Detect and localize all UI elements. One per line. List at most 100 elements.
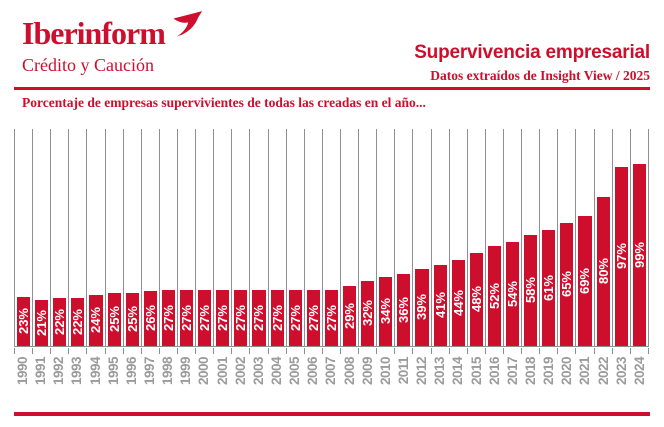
- year-cell: 1992: [50, 357, 68, 403]
- bar-value-label: 27%: [215, 304, 231, 332]
- bar-2021: 69%: [577, 216, 593, 346]
- bar-column-1990: 23%: [14, 129, 32, 346]
- x-axis-label-2008: 2008: [341, 357, 357, 386]
- bar-2024: 99%: [631, 164, 647, 346]
- bar-value-label: 27%: [160, 304, 176, 332]
- bar-2012: 39%: [414, 269, 429, 346]
- year-cell: 1993: [68, 357, 86, 403]
- bar-1998: 27%: [160, 290, 176, 346]
- x-axis-label-1992: 1992: [51, 357, 67, 386]
- x-axis-label-2009: 2009: [359, 357, 375, 386]
- year-cell: 1990: [14, 357, 32, 403]
- bar-value-label: 27%: [197, 304, 213, 332]
- year-cell: 2013: [431, 357, 449, 403]
- year-cell: 2004: [268, 357, 286, 403]
- x-axis-label-2024: 2024: [631, 357, 647, 386]
- logo-wordmark: Iberinform: [22, 15, 166, 51]
- axis-tick: [249, 348, 267, 354]
- year-cell: 2005: [286, 357, 304, 403]
- bar-2017: 54%: [505, 242, 520, 346]
- axis-tick: [539, 348, 557, 354]
- logo-tagline: Crédito y Caución: [22, 54, 154, 75]
- bar-value-label: 80%: [595, 258, 611, 285]
- bar-2000: 27%: [197, 290, 213, 346]
- x-axis-label-2011: 2011: [396, 357, 412, 385]
- x-axis-label-2023: 2023: [613, 357, 629, 386]
- axis-tick: [430, 348, 449, 354]
- bottom-divider: [14, 412, 650, 416]
- bar-value-label: 27%: [179, 304, 195, 332]
- bar-1993: 22%: [70, 298, 85, 346]
- bar-2002: 27%: [233, 290, 249, 346]
- axis-tick: [303, 348, 322, 354]
- bar-2015: 48%: [469, 253, 484, 346]
- x-axis-label-2022: 2022: [595, 357, 611, 386]
- x-axis-label-2010: 2010: [377, 357, 393, 386]
- axis-tick: [376, 348, 394, 354]
- bar-value-label: 22%: [52, 308, 68, 336]
- bar-1995: 25%: [107, 293, 122, 346]
- bar-2004: 27%: [269, 290, 285, 346]
- bar-column-1997: 26%: [140, 129, 159, 346]
- x-axis-label-1997: 1997: [142, 357, 158, 386]
- bar-column-2000: 27%: [195, 129, 213, 346]
- bar-value-label: 27%: [233, 304, 249, 332]
- bar-column-2007: 27%: [321, 129, 340, 346]
- bar-column-1991: 21%: [32, 129, 50, 346]
- report-title: Supervivencia empresarial: [414, 42, 650, 63]
- axis-tick: [86, 348, 104, 354]
- bar-column-2016: 52%: [484, 129, 503, 346]
- axis-tick: [394, 348, 412, 354]
- year-cell: 2000: [195, 357, 213, 403]
- bar-value-label: 27%: [287, 304, 303, 332]
- bar-column-2021: 69%: [575, 129, 593, 346]
- axis-tick: [557, 348, 575, 354]
- bar-column-2014: 44%: [448, 129, 467, 346]
- bar-2018: 58%: [523, 235, 538, 346]
- bar-2003: 27%: [251, 290, 266, 346]
- year-cell: 2016: [486, 357, 504, 403]
- bar-2014: 44%: [450, 260, 466, 346]
- axis-tick: [339, 348, 358, 354]
- axis-tick: [140, 348, 159, 354]
- year-cell: 2011: [395, 357, 413, 403]
- axis-tick: [502, 348, 521, 354]
- axis-tick: [466, 348, 485, 354]
- axis-tick: [231, 348, 249, 354]
- bar-value-label: 69%: [577, 267, 593, 295]
- bar-value-label: 52%: [486, 282, 502, 310]
- year-cell: 2003: [250, 357, 268, 403]
- year-cell: 2021: [576, 357, 594, 403]
- bar-value-label: 99%: [631, 241, 647, 269]
- x-axis-label-2017: 2017: [504, 357, 520, 386]
- bar-value-label: 44%: [450, 289, 466, 317]
- axis-tick: [176, 348, 195, 354]
- bar-column-2001: 27%: [213, 129, 231, 346]
- bar-value-label: 61%: [541, 274, 557, 302]
- year-cell: 2001: [214, 357, 232, 403]
- bar-column-2004: 27%: [267, 129, 286, 346]
- bar-2006: 27%: [306, 290, 321, 346]
- x-axis-label-1998: 1998: [160, 357, 176, 386]
- x-axis-label-2018: 2018: [523, 357, 538, 386]
- year-cell: 2007: [322, 357, 340, 403]
- axis-tick: [50, 348, 68, 354]
- bar-2005: 27%: [287, 290, 303, 346]
- bar-1991: 21%: [34, 300, 49, 346]
- bar-2011: 36%: [396, 274, 411, 346]
- bar-column-2023: 97%: [611, 129, 630, 346]
- bar-value-label: 23%: [16, 308, 32, 335]
- axis-tick: [104, 348, 123, 354]
- bar-value-label: 27%: [269, 304, 285, 332]
- x-axis-label-2012: 2012: [414, 357, 430, 386]
- year-cell: 2014: [449, 357, 467, 403]
- bar-1999: 27%: [179, 290, 195, 346]
- x-axis-label-2002: 2002: [232, 357, 248, 386]
- x-axis-label-2000: 2000: [196, 357, 212, 386]
- bar-2009: 32%: [360, 281, 375, 346]
- bar-column-1995: 25%: [104, 129, 123, 346]
- x-axis-label-2003: 2003: [250, 357, 266, 386]
- chart-heading: Porcentaje de empresas supervivientes de…: [22, 95, 426, 110]
- axis-tick: [521, 348, 539, 354]
- bar-2020: 65%: [559, 223, 574, 346]
